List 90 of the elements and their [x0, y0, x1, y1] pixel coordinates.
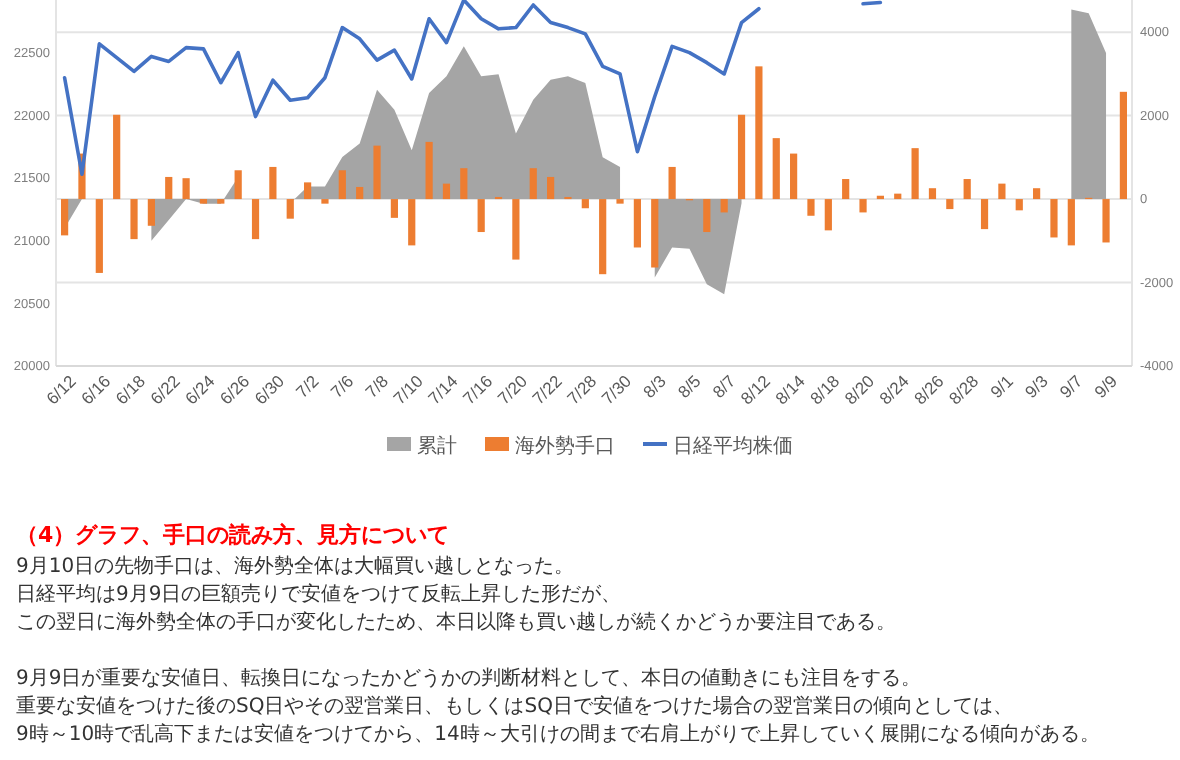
x-tick-label: 7/16 [458, 370, 497, 409]
x-tick-label: 9/1 [986, 370, 1018, 402]
bar [286, 199, 294, 219]
bar [581, 199, 589, 209]
bar [147, 199, 155, 226]
x-tick-label: 7/22 [528, 370, 567, 409]
bar [668, 166, 676, 200]
x-tick-label: 6/30 [250, 370, 289, 409]
x-tick-label: 7/8 [361, 370, 393, 402]
bar [356, 186, 364, 200]
bar [547, 176, 555, 200]
x-tick-label: 8/26 [909, 370, 948, 409]
bar [234, 170, 242, 200]
x-tick-label: 6/18 [111, 370, 150, 409]
x-tick-label: 6/16 [76, 370, 115, 409]
text: （4）グラフ、手口の読み方、見方について [16, 522, 450, 548]
bar [720, 199, 728, 213]
x-tick-label: 8/3 [638, 370, 671, 402]
bar [928, 188, 937, 200]
bar [1015, 199, 1023, 211]
x-tick-label: 8/5 [673, 370, 705, 402]
bar [338, 170, 346, 200]
x-tick-label: 8/12 [736, 370, 775, 409]
x-tick-label: 6/26 [215, 370, 254, 409]
bar [790, 153, 798, 200]
bar [390, 199, 398, 218]
x-tick-label: 6/12 [42, 370, 81, 409]
bar [946, 199, 954, 210]
bar [165, 176, 173, 200]
legend-label: 日経平均株価 [673, 434, 793, 458]
bar [859, 199, 867, 213]
bar [599, 199, 607, 275]
bar [529, 168, 537, 200]
x-tick-label: 9/3 [1020, 370, 1053, 402]
bar [130, 199, 138, 240]
bar [182, 178, 190, 200]
x-tick-label: 8/20 [840, 370, 879, 409]
text: 9月10日の先物手口は、海外勢全体は大幅買い越しとなった。 [16, 554, 575, 578]
bar [1119, 91, 1127, 200]
x-tick-label: 8/18 [805, 370, 844, 409]
bar [755, 66, 763, 200]
bar [113, 114, 121, 200]
x-tick-label: 7/14 [423, 370, 462, 409]
bar [894, 193, 902, 200]
bar [633, 199, 641, 248]
bar [408, 199, 416, 246]
bar [442, 183, 451, 200]
bar [807, 199, 815, 216]
bar [1033, 188, 1041, 200]
legend-label: 海外勢手口 [515, 434, 615, 458]
bar [1067, 199, 1075, 246]
text: 9月9日が重要な安値日、転換日になったかどうかの判断材料として、本日の値動きにも注目をする。 [16, 666, 922, 690]
x-tick-label: 7/30 [597, 370, 636, 409]
x-tick-label: 7/6 [326, 370, 358, 402]
x-tick-label: 6/22 [146, 370, 185, 409]
bar [425, 141, 433, 200]
bar [512, 199, 520, 260]
x-tick-label: 8/28 [944, 370, 983, 409]
bar [842, 179, 850, 200]
text: 重要な安値をつけた後のSQ日やその翌営業日、もしくはSQ日で安値をつけた場合の翌営業日の傾向としては、 [16, 694, 1013, 718]
bar [477, 199, 485, 233]
bar [61, 199, 69, 236]
text: 日経平均は9月9日の巨額売りで安値をつけて反転上昇した形だが、 [16, 582, 622, 606]
bar [824, 199, 832, 231]
bar [911, 148, 919, 200]
bar [651, 199, 659, 268]
bar [373, 145, 381, 200]
bar [1050, 199, 1058, 238]
x-tick-label: 9/7 [1055, 370, 1087, 402]
x-tick-label: 7/28 [562, 370, 601, 409]
text: この翌日に海外勢全体の手口が変化したため、本日以降も買い越しが続くかどうか要注目である。 [16, 610, 896, 634]
bar [460, 168, 468, 200]
x-tick-label: 7/20 [493, 370, 532, 409]
bar [998, 183, 1006, 200]
text: 9時～10時で乱高下または安値をつけてから、14時～大引けの間まで右肩上がりで上昇していく展開になる傾向がある。 [16, 722, 1100, 746]
bar [1102, 199, 1110, 243]
x-tick-label: 9/9 [1090, 370, 1122, 402]
bar [980, 199, 989, 230]
bar [772, 138, 780, 200]
bar [963, 179, 971, 200]
bar [251, 199, 260, 240]
bar [304, 182, 312, 200]
legend-label: 累計 [417, 434, 457, 458]
x-tick-label: 8/7 [708, 370, 740, 402]
x-tick-label: 7/10 [389, 370, 428, 409]
bar [95, 199, 103, 273]
bar [269, 166, 277, 200]
bar [737, 114, 746, 200]
x-tick-label: 7/2 [291, 370, 324, 402]
bar [703, 199, 711, 233]
